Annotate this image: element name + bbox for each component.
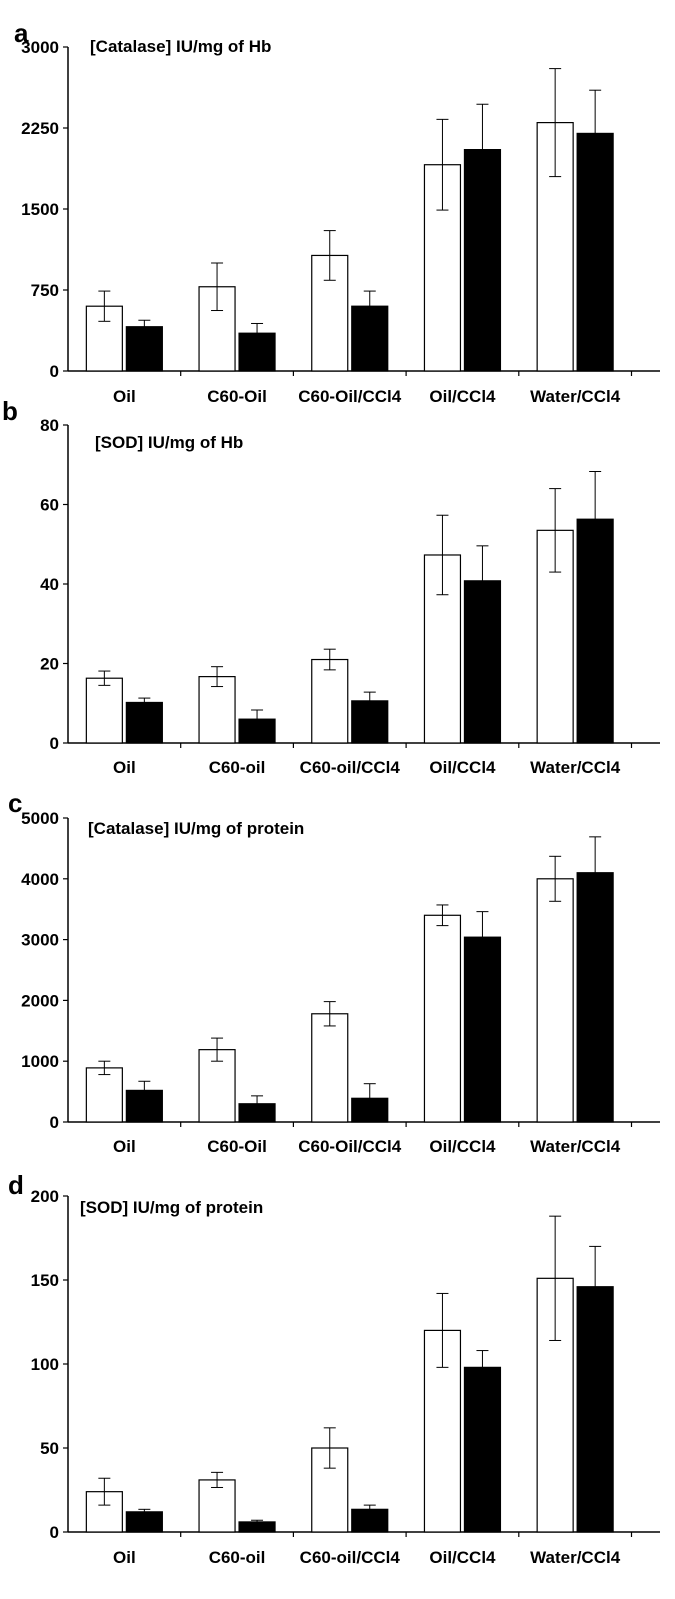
x-tick-label: C60-oil/CCl4 — [300, 758, 401, 777]
bar — [85, 1067, 123, 1123]
x-tick-label: C60-oil/CCl4 — [300, 1548, 401, 1567]
y-tick-label: 100 — [31, 1355, 59, 1374]
bar — [311, 1013, 349, 1123]
y-tick-label: 3000 — [21, 931, 59, 950]
y-tick-label: 50 — [40, 1439, 59, 1458]
y-tick-label: 0 — [50, 734, 59, 753]
x-tick-label: Oil — [113, 387, 136, 406]
y-tick-label: 20 — [40, 655, 59, 674]
x-tick-label: Water/CCl4 — [530, 1137, 621, 1156]
y-tick-label: 200 — [31, 1187, 59, 1206]
bar — [125, 701, 163, 744]
bar — [198, 1479, 236, 1533]
y-tick-label: 60 — [40, 496, 59, 515]
bar — [463, 1366, 502, 1533]
x-tick-label: Water/CCl4 — [530, 387, 621, 406]
x-tick-label: Oil — [113, 758, 136, 777]
bar — [463, 936, 502, 1123]
panel-letter: b — [2, 396, 18, 426]
panel-d: d [SOD] IU/mg of protein 0 50 100 150 200 Oil C6… — [8, 1170, 660, 1567]
y-tick-label: 750 — [31, 281, 59, 300]
chart-title: [Catalase] IU/mg of protein — [88, 819, 304, 838]
bar — [125, 1511, 163, 1533]
x-tick-label: Water/CCl4 — [530, 758, 621, 777]
panel-a: a [Catalase] IU/mg of Hb 0 750 1500 2250 3000 O… — [14, 18, 660, 406]
bar — [423, 914, 462, 1123]
x-tick-label: Oil — [113, 1137, 136, 1156]
y-tick-label: 2250 — [21, 119, 59, 138]
y-tick-label: 5000 — [21, 809, 59, 828]
bar — [198, 1049, 236, 1123]
x-tick-label: C60-Oil — [207, 387, 267, 406]
bar — [125, 326, 163, 372]
bar — [311, 658, 349, 744]
bar — [536, 878, 574, 1123]
chart-title: [SOD] IU/mg of Hb — [95, 433, 243, 452]
y-tick-label: 0 — [50, 1113, 59, 1132]
x-tick-label: C60-oil — [209, 758, 266, 777]
bar — [423, 164, 462, 372]
x-tick-label: Oil — [113, 1548, 136, 1567]
chart-title: [Catalase] IU/mg of Hb — [90, 37, 271, 56]
x-tick-label: C60-Oil/CCl4 — [298, 1137, 402, 1156]
bar — [198, 676, 236, 744]
x-tick-label: C60-Oil/CCl4 — [298, 387, 402, 406]
panel-letter: d — [8, 1170, 24, 1200]
y-tick-label: 0 — [50, 1523, 59, 1542]
y-tick-label: 4000 — [21, 870, 59, 889]
y-tick-label: 0 — [50, 362, 59, 381]
y-tick-label: 1500 — [21, 200, 59, 219]
x-tick-label: Oil/CCl4 — [429, 387, 496, 406]
y-tick-label: 1000 — [21, 1052, 59, 1071]
x-tick-label: C60-Oil — [207, 1137, 267, 1156]
x-tick-label: Oil/CCl4 — [429, 1137, 496, 1156]
y-tick-label: 40 — [40, 575, 59, 594]
panel-letter: a — [14, 18, 29, 48]
y-tick-label: 80 — [40, 416, 59, 435]
x-tick-label: Oil/CCl4 — [429, 1548, 496, 1567]
y-tick-label: 2000 — [21, 991, 59, 1010]
bar — [576, 872, 614, 1123]
y-tick-label: 3000 — [21, 38, 59, 57]
panel-letter: c — [8, 788, 22, 818]
y-tick-label: 150 — [31, 1271, 59, 1290]
chart-title: [SOD] IU/mg of protein — [80, 1198, 263, 1217]
x-tick-label: Water/CCl4 — [530, 1548, 621, 1567]
panel-c: c [Catalase] IU/mg of protein 0 1000 2000 300… — [8, 788, 660, 1156]
panel-b: b [SOD] IU/mg of Hb 0 20 40 60 80 Oil C60-oil C60… — [2, 396, 660, 777]
bar — [576, 1286, 614, 1533]
x-tick-label: Oil/CCl4 — [429, 758, 496, 777]
bar — [85, 677, 123, 744]
x-tick-label: C60-oil — [209, 1548, 266, 1567]
